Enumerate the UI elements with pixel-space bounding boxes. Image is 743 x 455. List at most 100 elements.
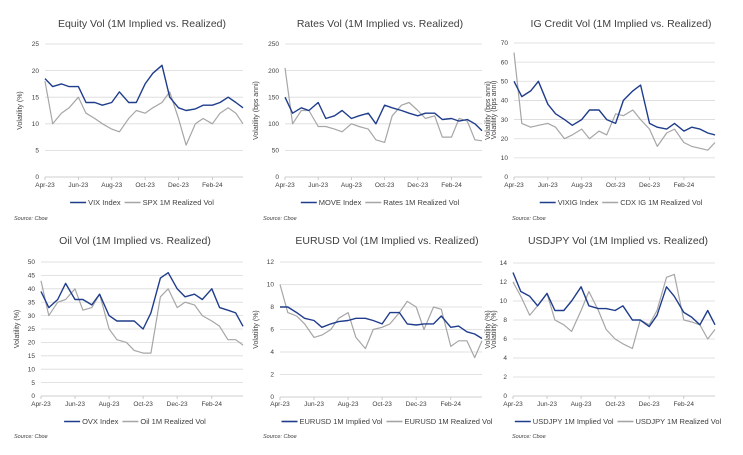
- x-tick-label: Dec-23: [168, 182, 189, 189]
- x-tick-label: Jun-23: [537, 401, 557, 408]
- chart-panel: USDJPY Vol (1M Implied vs. Realized) 0 2 4 6…: [491, 235, 722, 440]
- implied-vol-line: [513, 80, 716, 136]
- legend-label: SPX 1M Realized Vol: [143, 198, 215, 207]
- x-tick-label: Dec-23: [407, 182, 428, 189]
- y-tick-label: 50: [272, 148, 280, 155]
- x-tick-label: Jun-23: [538, 182, 558, 189]
- y-tick-label: 40: [28, 286, 36, 293]
- x-tick-label: Aug-23: [99, 401, 120, 408]
- x-tick-label: Feb-24: [202, 182, 223, 189]
- x-tick-label: Apr-23: [31, 401, 51, 408]
- realized-vol-line: [44, 81, 244, 146]
- y-tick-label: 12: [500, 279, 508, 286]
- y-tick-label: 10: [501, 155, 509, 162]
- y-tick-label: 0: [35, 174, 39, 181]
- y-tick-label: 10: [267, 282, 275, 289]
- chart-panel: IG Credit Vol (1M Implied vs. Realized) 0…: [491, 18, 716, 222]
- legend-item: USDJPY 1M Implied Vol: [514, 417, 614, 426]
- x-tick-label: Apr-23: [35, 182, 55, 189]
- y-tick-label: 40: [501, 98, 509, 105]
- secondary-y-axis-label: Volatility (bps anni): [485, 81, 492, 140]
- realized-vol-line: [513, 52, 716, 151]
- y-tick-label: 4: [503, 355, 507, 362]
- y-tick-label: 10: [28, 366, 36, 373]
- y-tick-label: 20: [28, 340, 36, 347]
- legend-item: EURUSD 1M Implied Vol: [281, 417, 383, 426]
- y-axis-label: Volatility (bps anni): [253, 81, 260, 140]
- x-tick-label: Aug-23: [341, 182, 362, 189]
- y-tick-label: 8: [503, 317, 507, 324]
- x-tick-label: Apr-23: [275, 182, 295, 189]
- y-tick-label: 25: [28, 326, 36, 333]
- y-tick-label: 20: [501, 136, 509, 143]
- y-tick-label: 250: [268, 41, 279, 48]
- legend-item: OVX Index: [64, 417, 119, 426]
- source-note: Source: Cboe: [263, 216, 297, 222]
- x-tick-label: Feb-24: [441, 182, 462, 189]
- realized-vol-line: [279, 284, 483, 359]
- x-tick-label: Feb-24: [201, 401, 222, 408]
- implied-vol-line: [512, 272, 716, 328]
- y-tick-label: 20: [32, 68, 40, 75]
- y-tick-label: 12: [267, 259, 275, 266]
- source-note: Source: Cboe: [14, 434, 48, 440]
- x-tick-label: Aug-23: [338, 401, 359, 408]
- legend-item: Rates 1M Realized Vol: [365, 198, 460, 207]
- y-tick-label: 6: [270, 327, 274, 334]
- y-axis-label: Volatility (%): [491, 310, 498, 349]
- x-tick-label: Oct-23: [605, 401, 625, 408]
- y-axis-label: Volatility (%): [17, 91, 24, 130]
- y-tick-label: 200: [268, 68, 279, 75]
- legend-item: SPX 1M Realized Vol: [124, 198, 215, 207]
- legend-label: VIXIG Index: [558, 198, 599, 207]
- x-tick-label: Dec-23: [406, 401, 427, 408]
- y-tick-label: 100: [268, 121, 279, 128]
- chart-panel: Rates Vol (1M Implied vs. Realized) 0 50 10…: [253, 18, 492, 222]
- legend: OVX Index Oil 1M Realized Vol: [64, 417, 206, 426]
- y-tick-label: 2: [270, 372, 274, 379]
- implied-vol-line: [40, 272, 244, 330]
- y-tick-label: 35: [28, 299, 36, 306]
- x-tick-label: Oct-23: [135, 182, 155, 189]
- y-tick-label: 30: [28, 313, 36, 320]
- chart-title: Equity Vol (1M Implied vs. Realized): [58, 18, 226, 30]
- y-tick-label: 0: [275, 174, 279, 181]
- y-tick-label: 4: [270, 349, 274, 356]
- y-tick-label: 50: [28, 259, 36, 266]
- implied-vol-line: [280, 306, 483, 340]
- x-tick-label: Oct-23: [606, 182, 626, 189]
- x-tick-label: Aug-23: [571, 401, 592, 408]
- y-axis-label: Volatility (bps anni): [491, 81, 498, 140]
- y-tick-label: 0: [504, 174, 508, 181]
- x-tick-label: Aug-23: [101, 182, 122, 189]
- y-tick-label: 25: [32, 41, 40, 48]
- legend: USDJPY 1M Implied Vol USDJPY 1M Realized …: [514, 417, 722, 426]
- x-tick-label: Jun-23: [65, 401, 85, 408]
- x-tick-label: Jun-23: [68, 182, 88, 189]
- x-tick-label: Dec-23: [639, 182, 660, 189]
- source-note: Source: Cboe: [263, 434, 297, 440]
- legend-item: CDX IG 1M Realized Vol: [602, 198, 703, 207]
- legend-label: VIX Index: [88, 198, 121, 207]
- x-tick-label: Jun-23: [308, 182, 328, 189]
- x-tick-label: Oct-23: [375, 182, 395, 189]
- y-tick-label: 50: [501, 78, 509, 85]
- legend: MOVE Index Rates 1M Realized Vol: [300, 198, 460, 207]
- y-tick-label: 5: [35, 148, 39, 155]
- y-tick-label: 150: [268, 94, 279, 101]
- legend-label: MOVE Index: [319, 198, 362, 207]
- x-tick-label: Feb-24: [440, 401, 461, 408]
- y-tick-label: 45: [28, 273, 36, 280]
- source-note: Source: Cboe: [14, 216, 48, 222]
- implied-vol-line: [44, 64, 244, 112]
- y-tick-label: 60: [501, 59, 509, 66]
- legend-label: OVX Index: [82, 417, 119, 426]
- x-tick-label: Dec-23: [639, 401, 660, 408]
- chart-title: Rates Vol (1M Implied vs. Realized): [297, 18, 463, 30]
- legend-label: Rates 1M Realized Vol: [383, 198, 459, 207]
- legend-item: EURUSD 1M Realized Vol: [386, 417, 493, 426]
- chart-title: Oil Vol (1M Implied vs. Realized): [59, 235, 211, 247]
- legend-item: VIXIG Index: [539, 198, 599, 207]
- chart-title: USDJPY Vol (1M Implied vs. Realized): [528, 235, 708, 247]
- implied-vol-line: [284, 96, 483, 132]
